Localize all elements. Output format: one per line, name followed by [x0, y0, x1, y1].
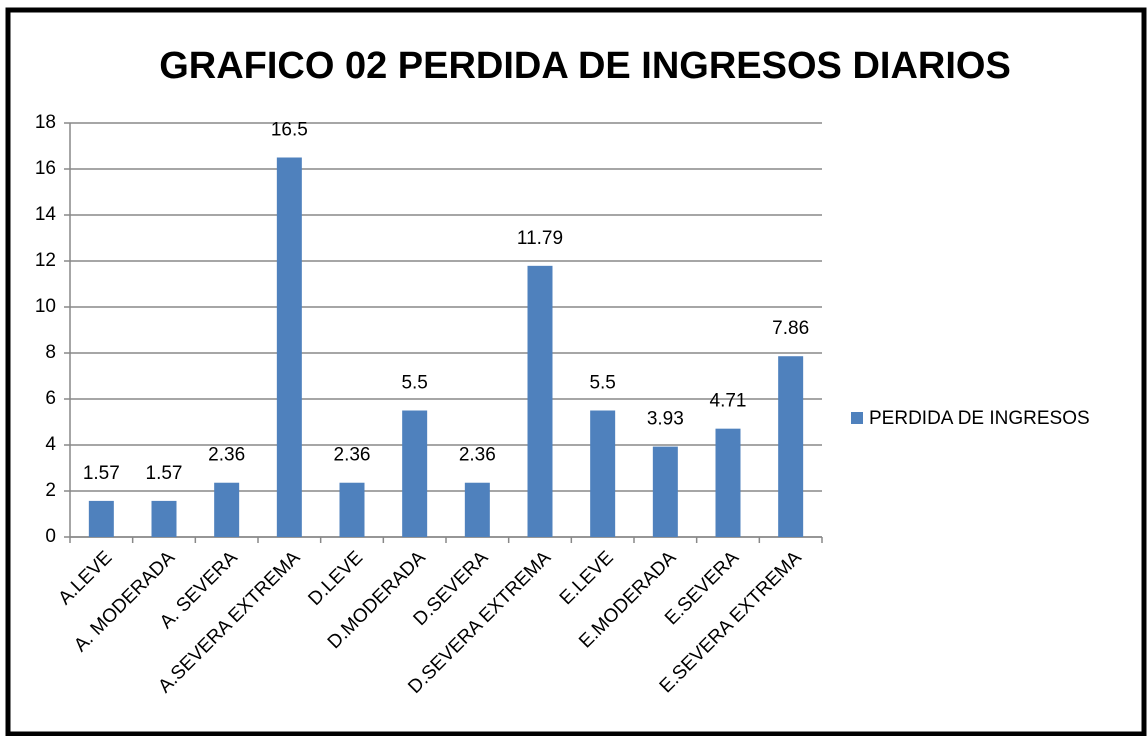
bar: [527, 265, 553, 537]
y-tick-label: 6: [45, 388, 56, 409]
legend-swatch: [851, 412, 863, 424]
bar: [464, 482, 490, 537]
y-tick-label: 14: [35, 204, 57, 225]
bar: [590, 410, 616, 537]
data-label: 7.86: [772, 318, 809, 339]
data-label: 11.79: [517, 228, 563, 249]
data-label: 2.36: [334, 445, 371, 466]
y-tick-label: 0: [45, 526, 56, 547]
y-tick-label: 10: [35, 296, 56, 317]
y-tick-label: 18: [35, 112, 56, 133]
y-tick-label: 8: [45, 342, 56, 363]
y-tick-label: 12: [35, 250, 56, 271]
bar: [715, 428, 741, 537]
legend-label: PERDIDA DE INGRESOS: [869, 408, 1090, 429]
data-label: 5.5: [589, 373, 615, 394]
data-label: 1.57: [83, 463, 120, 484]
data-label: 16.5: [271, 120, 308, 141]
data-label: 1.57: [146, 463, 183, 484]
data-label: 2.36: [459, 445, 496, 466]
bar: [339, 482, 365, 537]
data-label: 2.36: [208, 445, 245, 466]
bar: [214, 482, 240, 537]
data-label: 3.93: [647, 409, 684, 430]
bar: [652, 446, 678, 537]
bar: [402, 410, 428, 537]
bar: [778, 356, 804, 537]
frame: [5, 7, 1147, 736]
data-label: 5.5: [401, 373, 427, 394]
y-tick-label: 2: [45, 480, 56, 501]
y-tick-label: 16: [35, 158, 56, 179]
data-label: 4.71: [710, 391, 747, 412]
bar: [151, 500, 177, 537]
bar: [276, 157, 302, 537]
y-tick-label: 4: [45, 434, 56, 455]
chart-title: GRAFICO 02 PERDIDA DE INGRESOS DIARIOS: [159, 45, 1011, 87]
bar: [88, 500, 114, 537]
